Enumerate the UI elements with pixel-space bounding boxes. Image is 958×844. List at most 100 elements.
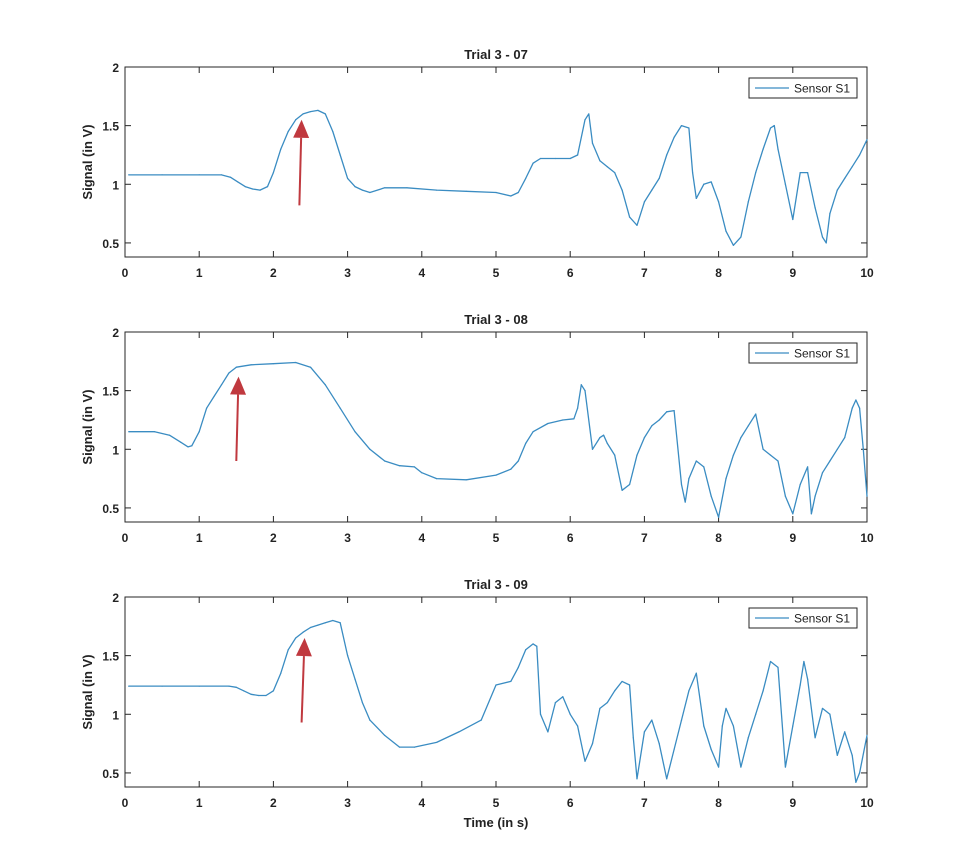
data-point	[836, 754, 838, 756]
data-point	[836, 189, 838, 191]
data-point	[436, 741, 438, 744]
data-point	[803, 660, 805, 663]
x-tick-label: 4	[418, 796, 425, 810]
data-point	[651, 719, 653, 721]
x-tick-label: 8	[715, 796, 722, 810]
data-point	[628, 483, 631, 486]
data-point	[257, 694, 260, 697]
data-point	[317, 624, 319, 626]
data-point	[591, 142, 594, 144]
data-point	[128, 685, 130, 687]
data-point	[295, 119, 297, 121]
data-point	[755, 713, 757, 715]
data-point	[128, 174, 130, 176]
x-tick-label: 4	[418, 531, 425, 545]
data-point	[536, 645, 538, 647]
data-point	[532, 162, 534, 164]
data-point	[599, 707, 601, 710]
data-point	[829, 213, 831, 215]
data-point	[666, 778, 668, 780]
data-point	[458, 731, 460, 733]
data-point	[614, 171, 616, 174]
data-point	[769, 127, 772, 129]
data-point	[235, 366, 237, 368]
legend-label: Sensor S1	[794, 347, 850, 361]
data-point	[280, 148, 282, 150]
data-point	[369, 448, 371, 450]
data-point	[354, 186, 356, 188]
data-point	[799, 684, 801, 686]
data-point	[777, 460, 779, 462]
y-tick-label: 0.5	[102, 767, 119, 781]
data-point	[228, 685, 230, 687]
data-point	[762, 448, 764, 450]
x-tick-label: 0	[122, 796, 129, 810]
data-point	[614, 690, 616, 692]
y-tick-label: 1.5	[102, 120, 119, 134]
plot-title: Trial 3 - 08	[464, 312, 528, 327]
data-point	[198, 174, 200, 176]
legend-box	[748, 607, 858, 629]
annotation-arrow-head	[295, 638, 312, 657]
data-point	[658, 419, 660, 421]
annotation-arrow-head	[230, 376, 247, 395]
data-point	[406, 187, 408, 189]
data-point	[614, 454, 616, 456]
x-tick-label: 8	[715, 531, 722, 545]
subplot-1: Trial 3 - 07 0 1 2 3 4 5 6 7 8 9 10 0.5 1 1.5 2 Signal (…	[80, 47, 874, 280]
data-point	[814, 495, 816, 497]
x-tick-label: 7	[641, 531, 648, 545]
data-point	[632, 737, 634, 739]
data-point	[866, 734, 868, 736]
data-point	[309, 366, 312, 368]
legend-box	[748, 77, 858, 99]
data-point	[821, 472, 824, 474]
data-point	[577, 407, 579, 409]
x-tick-label: 5	[493, 796, 500, 810]
data-point	[250, 364, 252, 366]
x-tick-label: 10	[860, 531, 874, 545]
x-tick-label: 2	[270, 266, 277, 280]
data-point	[324, 384, 326, 386]
data-point	[562, 419, 564, 421]
data-point	[332, 130, 334, 133]
data-point	[658, 177, 660, 180]
x-tick-label: 2	[270, 531, 277, 545]
data-point	[858, 154, 861, 156]
data-point	[680, 719, 683, 721]
data-point	[792, 218, 794, 221]
data-point	[688, 478, 690, 480]
data-point	[287, 130, 289, 133]
subplot-3: Trial 3 - 09 0 1 2 3 4 5 6 7 8 9 10 0.5 1 1.5 2 Signal (…	[80, 577, 874, 830]
data-point	[606, 701, 608, 704]
data-point	[807, 171, 809, 174]
data-point	[228, 372, 230, 374]
plot-title: Trial 3 - 09	[464, 577, 528, 592]
data-point	[237, 181, 239, 183]
data-point	[398, 465, 401, 467]
data-point	[718, 766, 720, 768]
data-point	[361, 189, 364, 191]
data-point	[829, 460, 831, 462]
data-point	[206, 407, 208, 409]
data-point	[821, 707, 824, 710]
data-point	[525, 649, 527, 651]
data-point	[562, 696, 564, 698]
series-line-sensor-s1	[128, 109, 868, 246]
data-point	[591, 448, 594, 450]
data-point	[814, 737, 816, 739]
x-tick-label: 10	[860, 796, 874, 810]
data-point	[692, 171, 694, 174]
data-point	[688, 690, 690, 692]
data-point	[721, 725, 723, 727]
data-point	[747, 201, 749, 203]
y-tick-label: 1	[112, 443, 119, 457]
data-point	[161, 174, 163, 176]
data-point	[309, 110, 312, 113]
data-point	[180, 441, 182, 443]
data-point	[725, 230, 727, 232]
data-point	[762, 690, 764, 692]
data-point	[666, 411, 668, 413]
data-point	[591, 743, 594, 745]
